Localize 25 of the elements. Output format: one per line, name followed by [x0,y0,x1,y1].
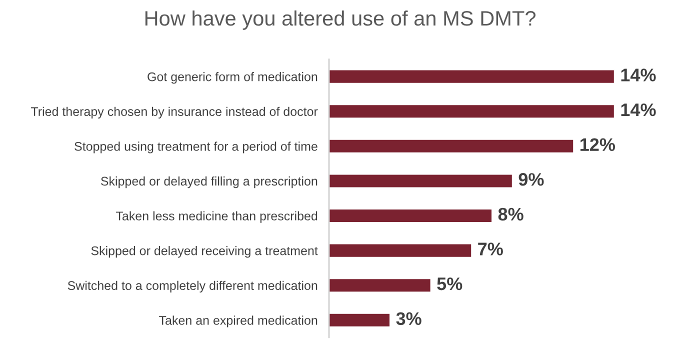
y-tick-label: Got generic form of medication [148,72,318,84]
chart-title: How have you altered use of an MS DMT? [145,10,536,30]
y-tick-label: Skipped or delayed filling a prescription [100,176,318,188]
bar [329,138,574,154]
bar [329,312,391,328]
data-label: 3% [396,312,422,326]
y-tick-label: Tried therapy chosen by insurance instead of doctor [30,106,318,118]
bar [329,208,493,224]
data-label: 7% [478,242,503,256]
data-label: 12% [580,138,616,151]
data-label: 5% [437,277,462,290]
bar [329,68,615,84]
y-tick-label: Skipped or delayed receiving a treatment [91,246,318,258]
y-tick-label: Stopped using treatment for a period of time [74,142,318,154]
bar [329,242,472,258]
bar [329,278,432,294]
y-tick-label: Switched to a completely different medication [68,280,318,292]
data-label: 9% [518,173,544,186]
y-tick-label: Taken an expired medication [159,316,318,328]
data-label: 8% [498,208,524,221]
bar [329,173,514,189]
y-tick-label: Taken less medicine than prescribed [116,211,318,223]
data-label: 14% [621,103,656,116]
data-label: 14% [621,68,656,82]
bar [329,104,615,120]
